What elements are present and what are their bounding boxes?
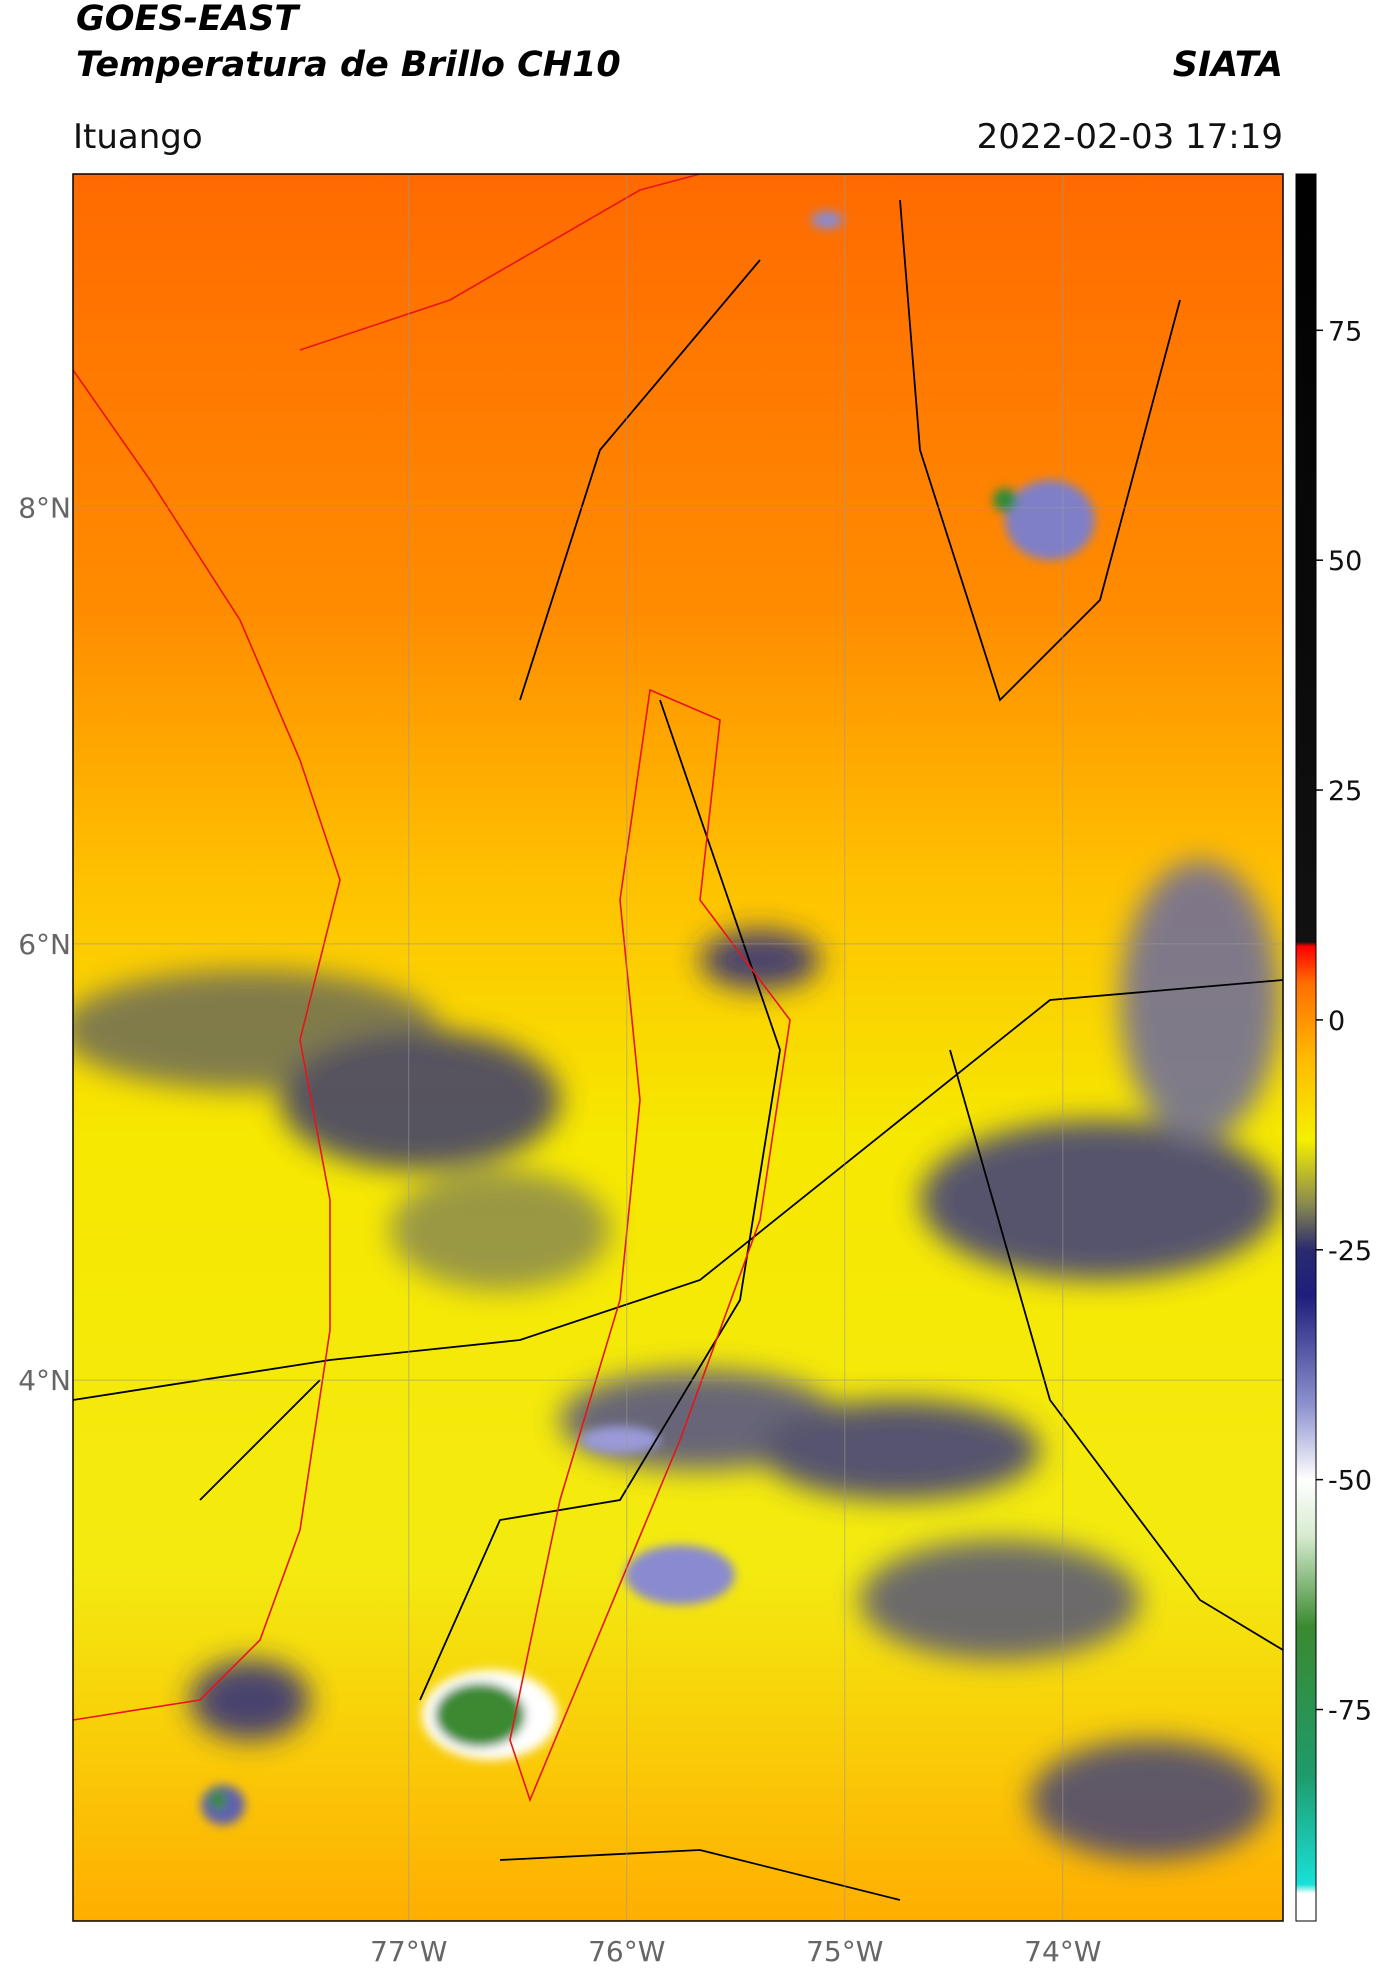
colorbar-tick-label: -25 [1328, 1236, 1372, 1267]
colorbar-tick-label: -75 [1328, 1696, 1372, 1727]
colorbar-tick-label: -50 [1328, 1466, 1372, 1497]
location: Ituango [73, 117, 203, 157]
y-tick-label: 8°N [18, 492, 71, 525]
title: GOES-EAST [76, 0, 301, 39]
colorbar-tick-label: 25 [1328, 776, 1362, 807]
colorbar-tick-label: 75 [1328, 316, 1362, 347]
datetime: 2022-02-03 17:19 [977, 117, 1283, 157]
colorbar-tick-label: 50 [1328, 546, 1362, 577]
x-tick-label: 77°W [370, 1935, 447, 1968]
brand: SIATA [1173, 45, 1283, 85]
x-tick-label: 75°W [806, 1935, 883, 1968]
colorbar-tick-label: 0 [1328, 1006, 1345, 1037]
x-tick-label: 74°W [1024, 1935, 1101, 1968]
grid [73, 174, 1283, 1921]
colorbar [1295, 173, 1317, 1922]
y-tick-label: 4°N [18, 1364, 71, 1397]
map-frame [72, 173, 1284, 1922]
subtitle: Temperatura de Brillo CH10 [76, 45, 621, 85]
y-tick-label: 6°N [18, 928, 71, 961]
map-image [73, 174, 1283, 1921]
x-tick-label: 76°W [588, 1935, 665, 1968]
